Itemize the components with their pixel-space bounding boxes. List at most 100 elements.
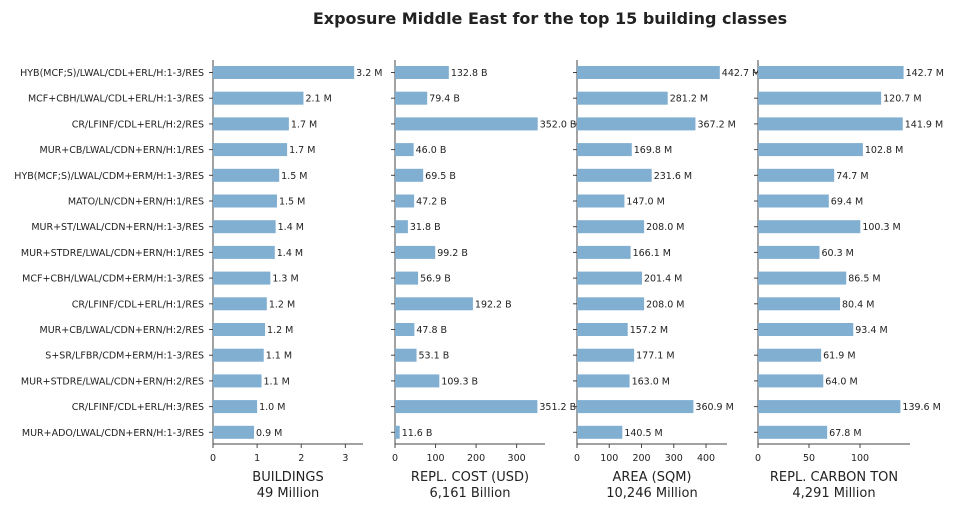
category-label: MATO/LN/CDN+ERN/H:1/RES [68, 197, 204, 208]
data-label: 74.7 M [836, 171, 868, 182]
bar [577, 400, 694, 414]
x-tick-label: 0 [755, 453, 761, 464]
data-label: 11.6 B [402, 428, 433, 439]
data-label: 1.4 M [277, 248, 303, 259]
data-label: 100.3 M [862, 222, 900, 233]
data-label: 442.7 M [722, 68, 760, 79]
panel-total: 49 Million [257, 486, 320, 501]
category-label: CR/LFINF/CDL+ERL/H:1/RES [72, 299, 204, 310]
x-tick-label: 3 [342, 453, 348, 464]
bar [395, 117, 538, 131]
data-label: 61.9 M [823, 351, 855, 362]
bar [577, 220, 645, 234]
data-label: 53.1 B [419, 351, 450, 362]
panel: 3.2 M 2.1 M 1.7 M 1.7 M 1.5 M 1.5 M 1.4 M 1.4 M… [209, 60, 383, 501]
bar [213, 143, 288, 157]
bar [395, 168, 424, 182]
category-label: HYB(MCF;S)/LWAL/CDL+ERL/H:1-3/RES [20, 68, 204, 79]
bar [577, 374, 630, 388]
data-label: 140.5 M [624, 428, 662, 439]
bar [577, 143, 632, 157]
category-label: CR/LFINF/CDL+ERL/H:3/RES [72, 402, 204, 413]
data-label: 1.7 M [291, 119, 317, 130]
bar [577, 66, 720, 79]
data-label: 2.1 M [305, 94, 331, 105]
bar [395, 143, 414, 157]
data-label: 102.8 M [865, 145, 903, 156]
x-tick-label: 100 [426, 453, 444, 464]
x-tick-label: 300 [665, 453, 683, 464]
bar [577, 297, 645, 311]
data-label: 1.1 M [264, 376, 290, 387]
bar [577, 117, 696, 131]
bar [758, 425, 828, 439]
bar [758, 400, 901, 414]
x-tick-label: 0 [574, 453, 580, 464]
bar [758, 168, 835, 182]
bar [577, 323, 628, 336]
data-label: 3.2 M [356, 68, 382, 79]
bar [395, 348, 417, 362]
data-label: 1.5 M [279, 197, 305, 208]
category-label: HYB(MCF;S)/LWAL/CDM+ERM/H:1-3/RES [14, 171, 204, 182]
category-label: MCF+CBH/LWAL/CDL+ERL/H:1-3/RES [28, 94, 204, 105]
data-label: 208.0 M [646, 299, 684, 310]
data-label: 352.0 B [540, 119, 577, 130]
bar [213, 271, 271, 285]
bar [577, 91, 668, 105]
data-label: 64.0 M [825, 376, 857, 387]
x-tick-label: 1 [254, 453, 260, 464]
data-label: 86.5 M [848, 274, 880, 285]
bar [577, 425, 623, 439]
chart-panels: HYB(MCF;S)/LWAL/CDL+ERL/H:1-3/RES MCF+CBH… [14, 60, 944, 501]
x-axis-label: REPL. CARBON TON [770, 470, 898, 485]
x-axis-label: BUILDINGS [252, 470, 323, 485]
panel: 142.7 M 120.7 M 141.9 M 102.8 M 74.7 M 69.4 M… [754, 60, 944, 501]
chart-title: Exposure Middle East for the top 15 buil… [313, 9, 787, 28]
data-label: 109.3 B [441, 376, 478, 387]
data-label: 139.6 M [902, 402, 940, 413]
category-label: S+SR/LFBR/CDM+ERM/H:1-3/RES [45, 351, 204, 362]
bar [395, 66, 449, 79]
category-label: MUR+ST/LWAL/CDN+ERN/H:1-3/RES [31, 222, 204, 233]
x-axis-label: AREA (SQM) [612, 470, 691, 485]
panel-total: 6,161 Billion [430, 486, 511, 501]
bar [758, 91, 882, 105]
data-label: 169.8 M [634, 145, 672, 156]
bar [213, 220, 276, 234]
data-label: 67.8 M [829, 428, 861, 439]
x-tick-label: 0 [210, 453, 216, 464]
data-label: 69.5 B [425, 171, 456, 182]
bar [758, 66, 904, 79]
bar [395, 323, 415, 336]
data-label: 351.2 B [539, 402, 576, 413]
data-label: 1.1 M [266, 351, 292, 362]
data-label: 1.2 M [267, 325, 293, 336]
data-label: 79.4 B [429, 94, 460, 105]
bar [577, 168, 652, 182]
bar [758, 194, 829, 208]
data-label: 132.8 B [451, 68, 488, 79]
data-label: 201.4 M [644, 274, 682, 285]
x-tick-label: 300 [508, 453, 526, 464]
bar [758, 323, 854, 336]
panel: 132.8 B 79.4 B 352.0 B 46.0 B 69.5 B 47.2 B 31… [391, 60, 576, 501]
bar [577, 194, 625, 208]
bar [213, 374, 262, 388]
bar [213, 66, 355, 79]
data-label: 141.9 M [905, 119, 943, 130]
data-label: 93.4 M [855, 325, 887, 336]
bar [758, 271, 847, 285]
bar [395, 91, 428, 105]
bar [395, 194, 415, 208]
bar [213, 168, 280, 182]
bar [577, 348, 635, 362]
x-tick-label: 200 [632, 453, 650, 464]
data-label: 1.5 M [281, 171, 307, 182]
data-label: 1.2 M [269, 299, 295, 310]
x-tick-label: 2 [298, 453, 304, 464]
bar [395, 425, 400, 439]
bar [758, 374, 824, 388]
